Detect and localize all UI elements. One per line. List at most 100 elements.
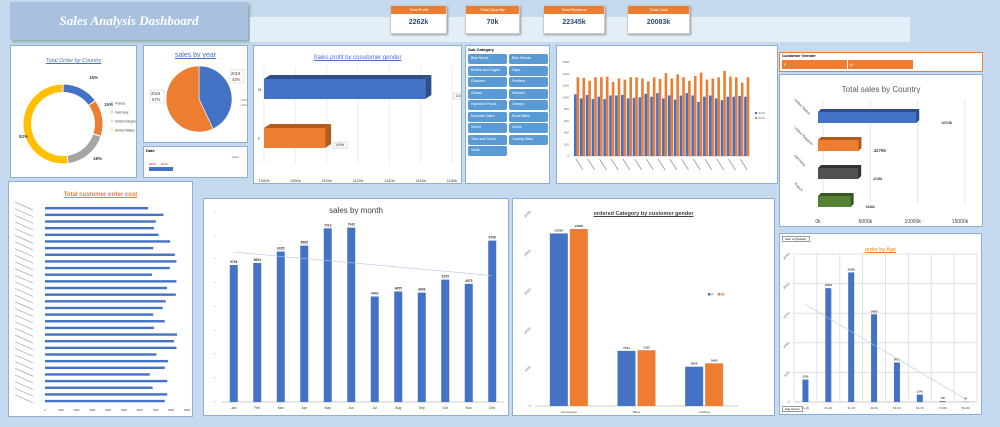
slicer-item[interactable]: Gloves <box>468 88 507 99</box>
legend-label: ▪ 2016 <box>240 103 247 107</box>
data-label: 5493 <box>711 358 718 362</box>
year-bar <box>676 74 679 156</box>
year-bar <box>735 77 738 156</box>
year-bar <box>629 77 632 156</box>
slicer-item[interactable]: Caps <box>509 65 548 76</box>
timeline-2015[interactable] <box>149 167 161 171</box>
category-label <box>610 158 619 171</box>
category-label <box>622 158 631 171</box>
slicer-item[interactable]: Helmets <box>509 88 548 99</box>
timeline-2016[interactable] <box>161 167 173 171</box>
year-bar <box>591 99 595 156</box>
category-label: Jan <box>231 406 237 410</box>
slicer-item[interactable]: Hydration Packs <box>468 100 507 110</box>
field-button[interactable]: Sum of Quantity <box>782 236 810 242</box>
date-slicer[interactable]: Date Years 2015 2016 <box>143 146 248 178</box>
year-bar <box>585 94 589 156</box>
tick-label: 20000 <box>523 248 532 257</box>
pie-slice <box>165 65 214 133</box>
tick-label: 1600 <box>562 60 569 64</box>
year-bar <box>717 77 720 156</box>
data-label: 7313 <box>324 223 332 227</box>
category-label: Clothing <box>699 410 710 414</box>
year-bar <box>652 77 656 156</box>
cost-bar <box>45 293 176 296</box>
tick-label: 1080k <box>290 178 301 183</box>
category-label: 71-80 <box>939 406 947 410</box>
year-bar <box>729 76 732 156</box>
category-label <box>14 288 34 297</box>
axis-field-button[interactable]: Age Group <box>782 406 803 412</box>
slicer-item[interactable]: Shorts <box>468 123 507 133</box>
year-bar <box>605 76 609 156</box>
trendline <box>805 304 966 400</box>
year-bar <box>697 101 700 156</box>
cost-bar <box>45 399 165 403</box>
data-label: 3446k <box>866 205 875 209</box>
year-bar <box>723 70 726 156</box>
year-bar <box>688 80 691 156</box>
slicer-item[interactable]: Jerseys <box>509 100 548 110</box>
slicer-item[interactable]: Touring Bikes <box>509 134 548 145</box>
category-label: 51-60 <box>893 406 901 410</box>
tick-label: 5000 <box>524 365 532 373</box>
category-label <box>14 261 34 271</box>
slicer-item[interactable]: Road Bikes <box>509 111 548 122</box>
gender-m-button[interactable]: M <box>848 60 913 69</box>
gender-profit-panel: 1060k 1080k 1100k 1120k 1140k 1160k 1180k M 1163… <box>253 45 462 184</box>
gender-bar <box>264 79 426 99</box>
slicer-item[interactable]: Tires and Tubes <box>468 134 507 145</box>
gender-slicer[interactable]: Customer Gender F M <box>779 52 983 72</box>
donut-hole <box>31 92 95 156</box>
slicer-item[interactable]: Socks <box>509 123 548 133</box>
category-label <box>681 158 689 171</box>
category-label <box>692 158 701 171</box>
donut-label: 15% <box>89 75 98 80</box>
category-label: 31-40 <box>847 406 855 410</box>
cost-bar <box>45 226 154 230</box>
year-bar <box>732 96 735 156</box>
slicer-item[interactable]: Fenders <box>509 77 548 87</box>
category-label <box>739 158 748 171</box>
column-bar <box>464 283 473 402</box>
category-label <box>14 334 34 344</box>
tick-mark: — <box>213 281 216 284</box>
cost-bar <box>45 313 154 316</box>
bar-side <box>425 75 432 99</box>
tick-label: 10000 <box>523 326 532 335</box>
category-label <box>14 387 34 397</box>
category-label: 21-30 <box>824 406 832 410</box>
slicer-item[interactable]: Mountain Bikes <box>468 111 507 122</box>
category-label <box>587 158 596 171</box>
data-label: 6670 <box>894 358 900 362</box>
tick-label: 7000 <box>153 408 159 412</box>
column-bar <box>705 363 724 406</box>
tick-label: 10000 <box>782 340 791 349</box>
slicer-item[interactable]: Bike Racks <box>468 54 507 64</box>
slicer-item[interactable]: Vests <box>468 146 507 156</box>
column-bar <box>417 292 426 402</box>
gender-bar <box>264 128 326 148</box>
category-label: Dec <box>489 406 495 410</box>
country-sales-panel: 0k 5000k 10000k 15000k 10378k United States 42… <box>779 74 983 227</box>
subcategory-slicer[interactable]: Sub Category Bike Racks Bike Stands Bottle… <box>465 45 550 184</box>
gender-f-button[interactable]: F <box>782 60 847 69</box>
column-bar <box>939 401 946 402</box>
year-bar <box>588 80 591 156</box>
slicer-item[interactable]: Bottles and Cages <box>468 65 507 76</box>
sales-by-month-panel: — — — — — — — — — 5766 Jan 5854 Feb 6335 Mar 6585 Apr 731… <box>203 198 509 416</box>
category-label: Accessories <box>561 410 578 414</box>
tick-label: 200 <box>564 142 569 146</box>
tick-mark: — <box>213 376 216 379</box>
legend-label: F <box>712 293 714 297</box>
slicer-item[interactable]: Cleaners <box>468 77 507 87</box>
country-bar <box>818 168 859 179</box>
data-label: 7342 <box>348 223 356 227</box>
year-bar <box>650 96 653 156</box>
tick-label: 1400 <box>562 72 569 76</box>
category-label <box>716 158 725 171</box>
slicer-item[interactable]: Bike Stands <box>509 54 548 64</box>
data-label: 10378k <box>941 121 952 125</box>
kpi-total-quantity: Total Quantity 70k <box>465 5 520 34</box>
cost-bar <box>45 379 168 383</box>
